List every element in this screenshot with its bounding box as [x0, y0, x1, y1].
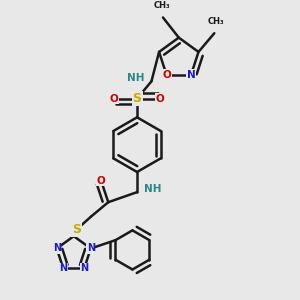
Text: N: N	[80, 263, 88, 273]
Text: NH: NH	[127, 74, 144, 83]
Text: O: O	[97, 176, 106, 186]
Text: CH₃: CH₃	[153, 1, 170, 10]
Text: N: N	[53, 244, 61, 254]
Text: CH₃: CH₃	[207, 17, 224, 26]
Text: S: S	[133, 92, 142, 105]
Text: N: N	[59, 263, 67, 273]
Text: O: O	[156, 94, 164, 103]
Text: O: O	[110, 94, 118, 103]
Text: S: S	[72, 223, 81, 236]
Text: N: N	[187, 70, 195, 80]
Text: O: O	[162, 70, 171, 80]
Text: N: N	[87, 244, 95, 254]
Text: NH: NH	[144, 184, 162, 194]
